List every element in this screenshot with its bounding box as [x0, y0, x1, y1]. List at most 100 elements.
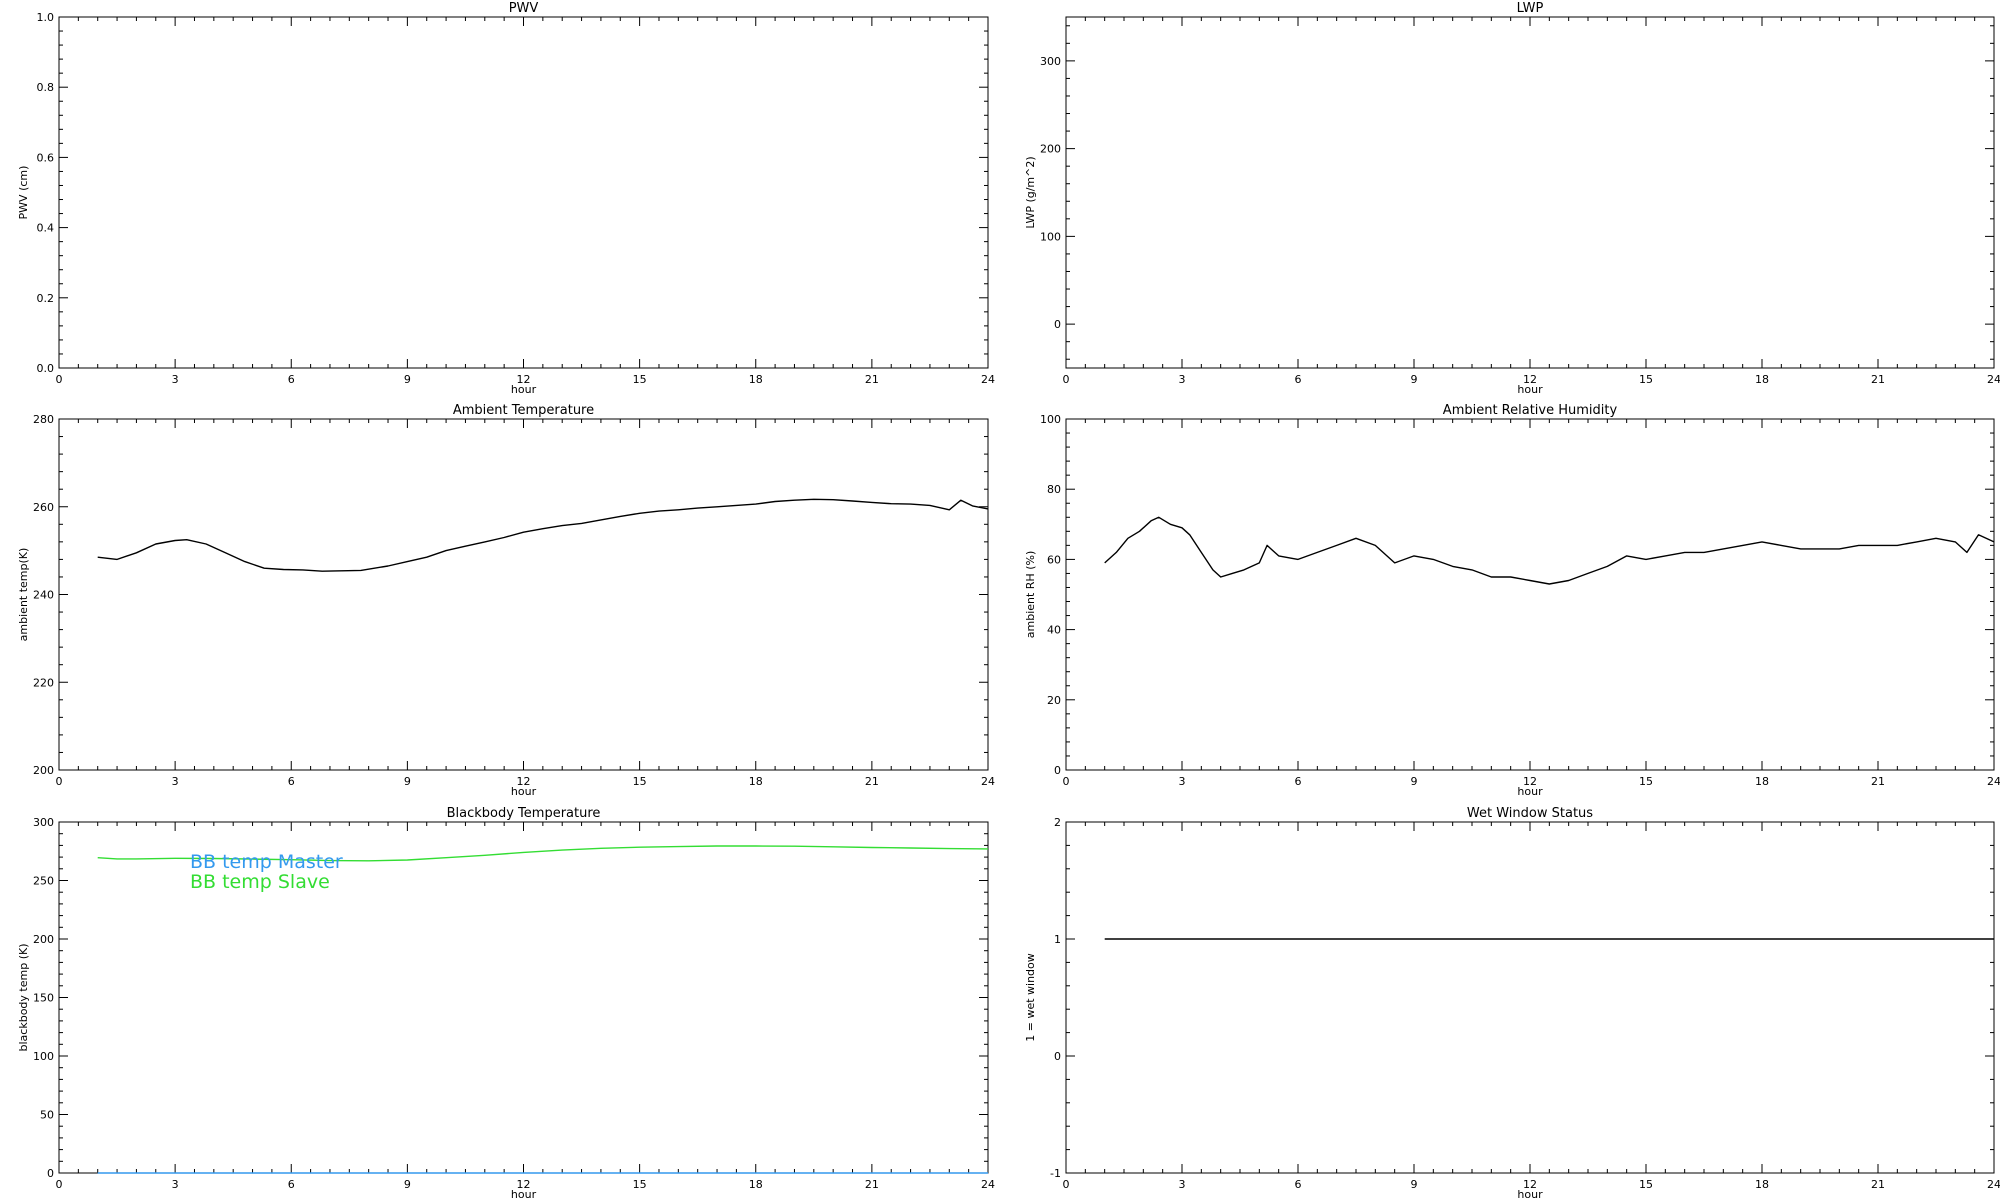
series-line: [97, 498, 989, 572]
y-tick-label: 280: [33, 413, 54, 426]
chart-title: PWV: [509, 1, 539, 16]
plot-frame: [58, 418, 989, 771]
panel-4: 0 3 6 9 12 15 18 21 24 0 20 40 60 80 100 Ambient Relati…: [1024, 403, 2000, 798]
x-tick-label: 21: [865, 775, 879, 788]
series-line: [1104, 516, 1995, 585]
y-tick-label: 200: [33, 933, 54, 946]
y-tick-label: 100: [1040, 230, 1061, 243]
x-tick-label: 3: [1179, 775, 1186, 788]
x-tick-label: 21: [1871, 775, 1885, 788]
y-tick-label: 40: [1047, 624, 1061, 637]
y-tick-label: 0.6: [37, 151, 55, 164]
y-axis-label: LWP (g/m^2): [1024, 156, 1037, 228]
y-tick-label: 260: [33, 501, 54, 514]
x-tick-label: 21: [1871, 373, 1885, 386]
x-tick-label: 6: [288, 1178, 295, 1191]
x-tick-label: 21: [865, 1178, 879, 1191]
y-tick-label: 0: [1054, 318, 1061, 331]
x-tick-label: 6: [288, 775, 295, 788]
plot-frame: [1065, 16, 1995, 369]
y-axis-label: ambient RH (%): [1024, 551, 1037, 639]
y-tick-label: 200: [33, 764, 54, 777]
y-tick-label: 2: [1054, 816, 1061, 829]
plot-frame: [1065, 418, 1995, 771]
x-tick-label: 12: [517, 775, 531, 788]
x-tick-label: 3: [1179, 373, 1186, 386]
legend-entry: BB temp Master: [190, 851, 343, 873]
y-tick-label: 200: [1040, 143, 1061, 156]
y-tick-label: 300: [1040, 55, 1061, 68]
y-tick-label: 60: [1047, 553, 1061, 566]
x-tick-label: 18: [749, 775, 763, 788]
x-tick-label: 12: [1523, 775, 1537, 788]
y-tick-label: 300: [33, 816, 54, 829]
x-tick-label: 18: [749, 373, 763, 386]
y-tick-label: 0.0: [37, 362, 55, 375]
chart-title: LWP: [1517, 1, 1544, 16]
x-tick-label: 6: [288, 373, 295, 386]
y-tick-label: 100: [33, 1050, 54, 1063]
panel-3: 0 3 6 9 12 15 18 21 24 200 220 240 260 280 Ambient Tem…: [17, 403, 995, 798]
x-tick-label: 0: [1063, 1178, 1070, 1191]
x-tick-label: 24: [981, 775, 995, 788]
y-tick-label: 0.2: [37, 292, 55, 305]
chart-title: Blackbody Temperature: [447, 806, 601, 821]
x-tick-label: 0: [56, 373, 63, 386]
x-tick-label: 24: [981, 1178, 995, 1191]
y-tick-label: 1.0: [37, 11, 55, 24]
y-axis-label: ambient temp(K): [17, 548, 30, 642]
x-tick-label: 6: [1295, 373, 1302, 386]
x-tick-label: 18: [1755, 775, 1769, 788]
x-axis-label: hour: [1517, 1188, 1543, 1200]
x-tick-label: 3: [172, 775, 179, 788]
x-tick-label: 24: [1987, 373, 2000, 386]
y-tick-label: 0: [1054, 764, 1061, 777]
y-axis-label: PWV (cm): [17, 166, 30, 220]
x-tick-label: 6: [1295, 1178, 1302, 1191]
x-tick-label: 12: [517, 373, 531, 386]
plot-frame: [58, 16, 989, 369]
y-tick-label: 0: [47, 1167, 54, 1180]
legend-entry: BB temp Slave: [190, 871, 330, 893]
x-tick-label: 18: [1755, 1178, 1769, 1191]
x-tick-label: 15: [633, 775, 647, 788]
x-tick-label: 21: [865, 373, 879, 386]
x-tick-label: 9: [404, 373, 411, 386]
x-tick-label: 18: [1755, 373, 1769, 386]
plot-frame: [1065, 821, 1995, 1174]
x-axis-label: hour: [511, 383, 537, 396]
y-tick-label: 150: [33, 992, 54, 1005]
x-axis-label: hour: [511, 1188, 537, 1200]
y-tick-label: -1: [1050, 1167, 1061, 1180]
y-tick-label: 0: [1054, 1050, 1061, 1063]
x-axis-label: hour: [1517, 785, 1543, 798]
panel-1: 0 3 6 9 12 15 18 21 24 0.0 0.2 0.4 0.6 0.8 1.0 PWV hour P…: [17, 1, 995, 396]
x-tick-label: 12: [1523, 1178, 1537, 1191]
x-tick-label: 18: [749, 1178, 763, 1191]
x-axis-label: hour: [1517, 383, 1543, 396]
y-tick-label: 1: [1054, 933, 1061, 946]
x-tick-label: 3: [172, 373, 179, 386]
x-tick-label: 24: [1987, 1178, 2000, 1191]
y-tick-label: 50: [40, 1109, 54, 1122]
x-tick-label: 3: [172, 1178, 179, 1191]
panel-2: 0 3 6 9 12 15 18 21 24 0 100 200 300 LWP hour LWP (g/m^…: [1024, 1, 2000, 396]
x-tick-label: 6: [1295, 775, 1302, 788]
x-tick-label: 21: [1871, 1178, 1885, 1191]
x-tick-label: 12: [1523, 373, 1537, 386]
y-tick-label: 220: [33, 676, 54, 689]
chart-title: Ambient Temperature: [453, 403, 594, 418]
x-tick-label: 15: [1639, 1178, 1653, 1191]
x-tick-label: 0: [56, 775, 63, 788]
y-tick-label: 100: [1040, 413, 1061, 426]
y-tick-label: 20: [1047, 694, 1061, 707]
x-tick-label: 3: [1179, 1178, 1186, 1191]
x-tick-label: 0: [56, 1178, 63, 1191]
x-tick-label: 0: [1063, 775, 1070, 788]
x-tick-label: 15: [633, 1178, 647, 1191]
y-tick-label: 250: [33, 875, 54, 888]
x-tick-label: 9: [1411, 373, 1418, 386]
y-axis-label: 1 = wet window: [1024, 953, 1037, 1042]
